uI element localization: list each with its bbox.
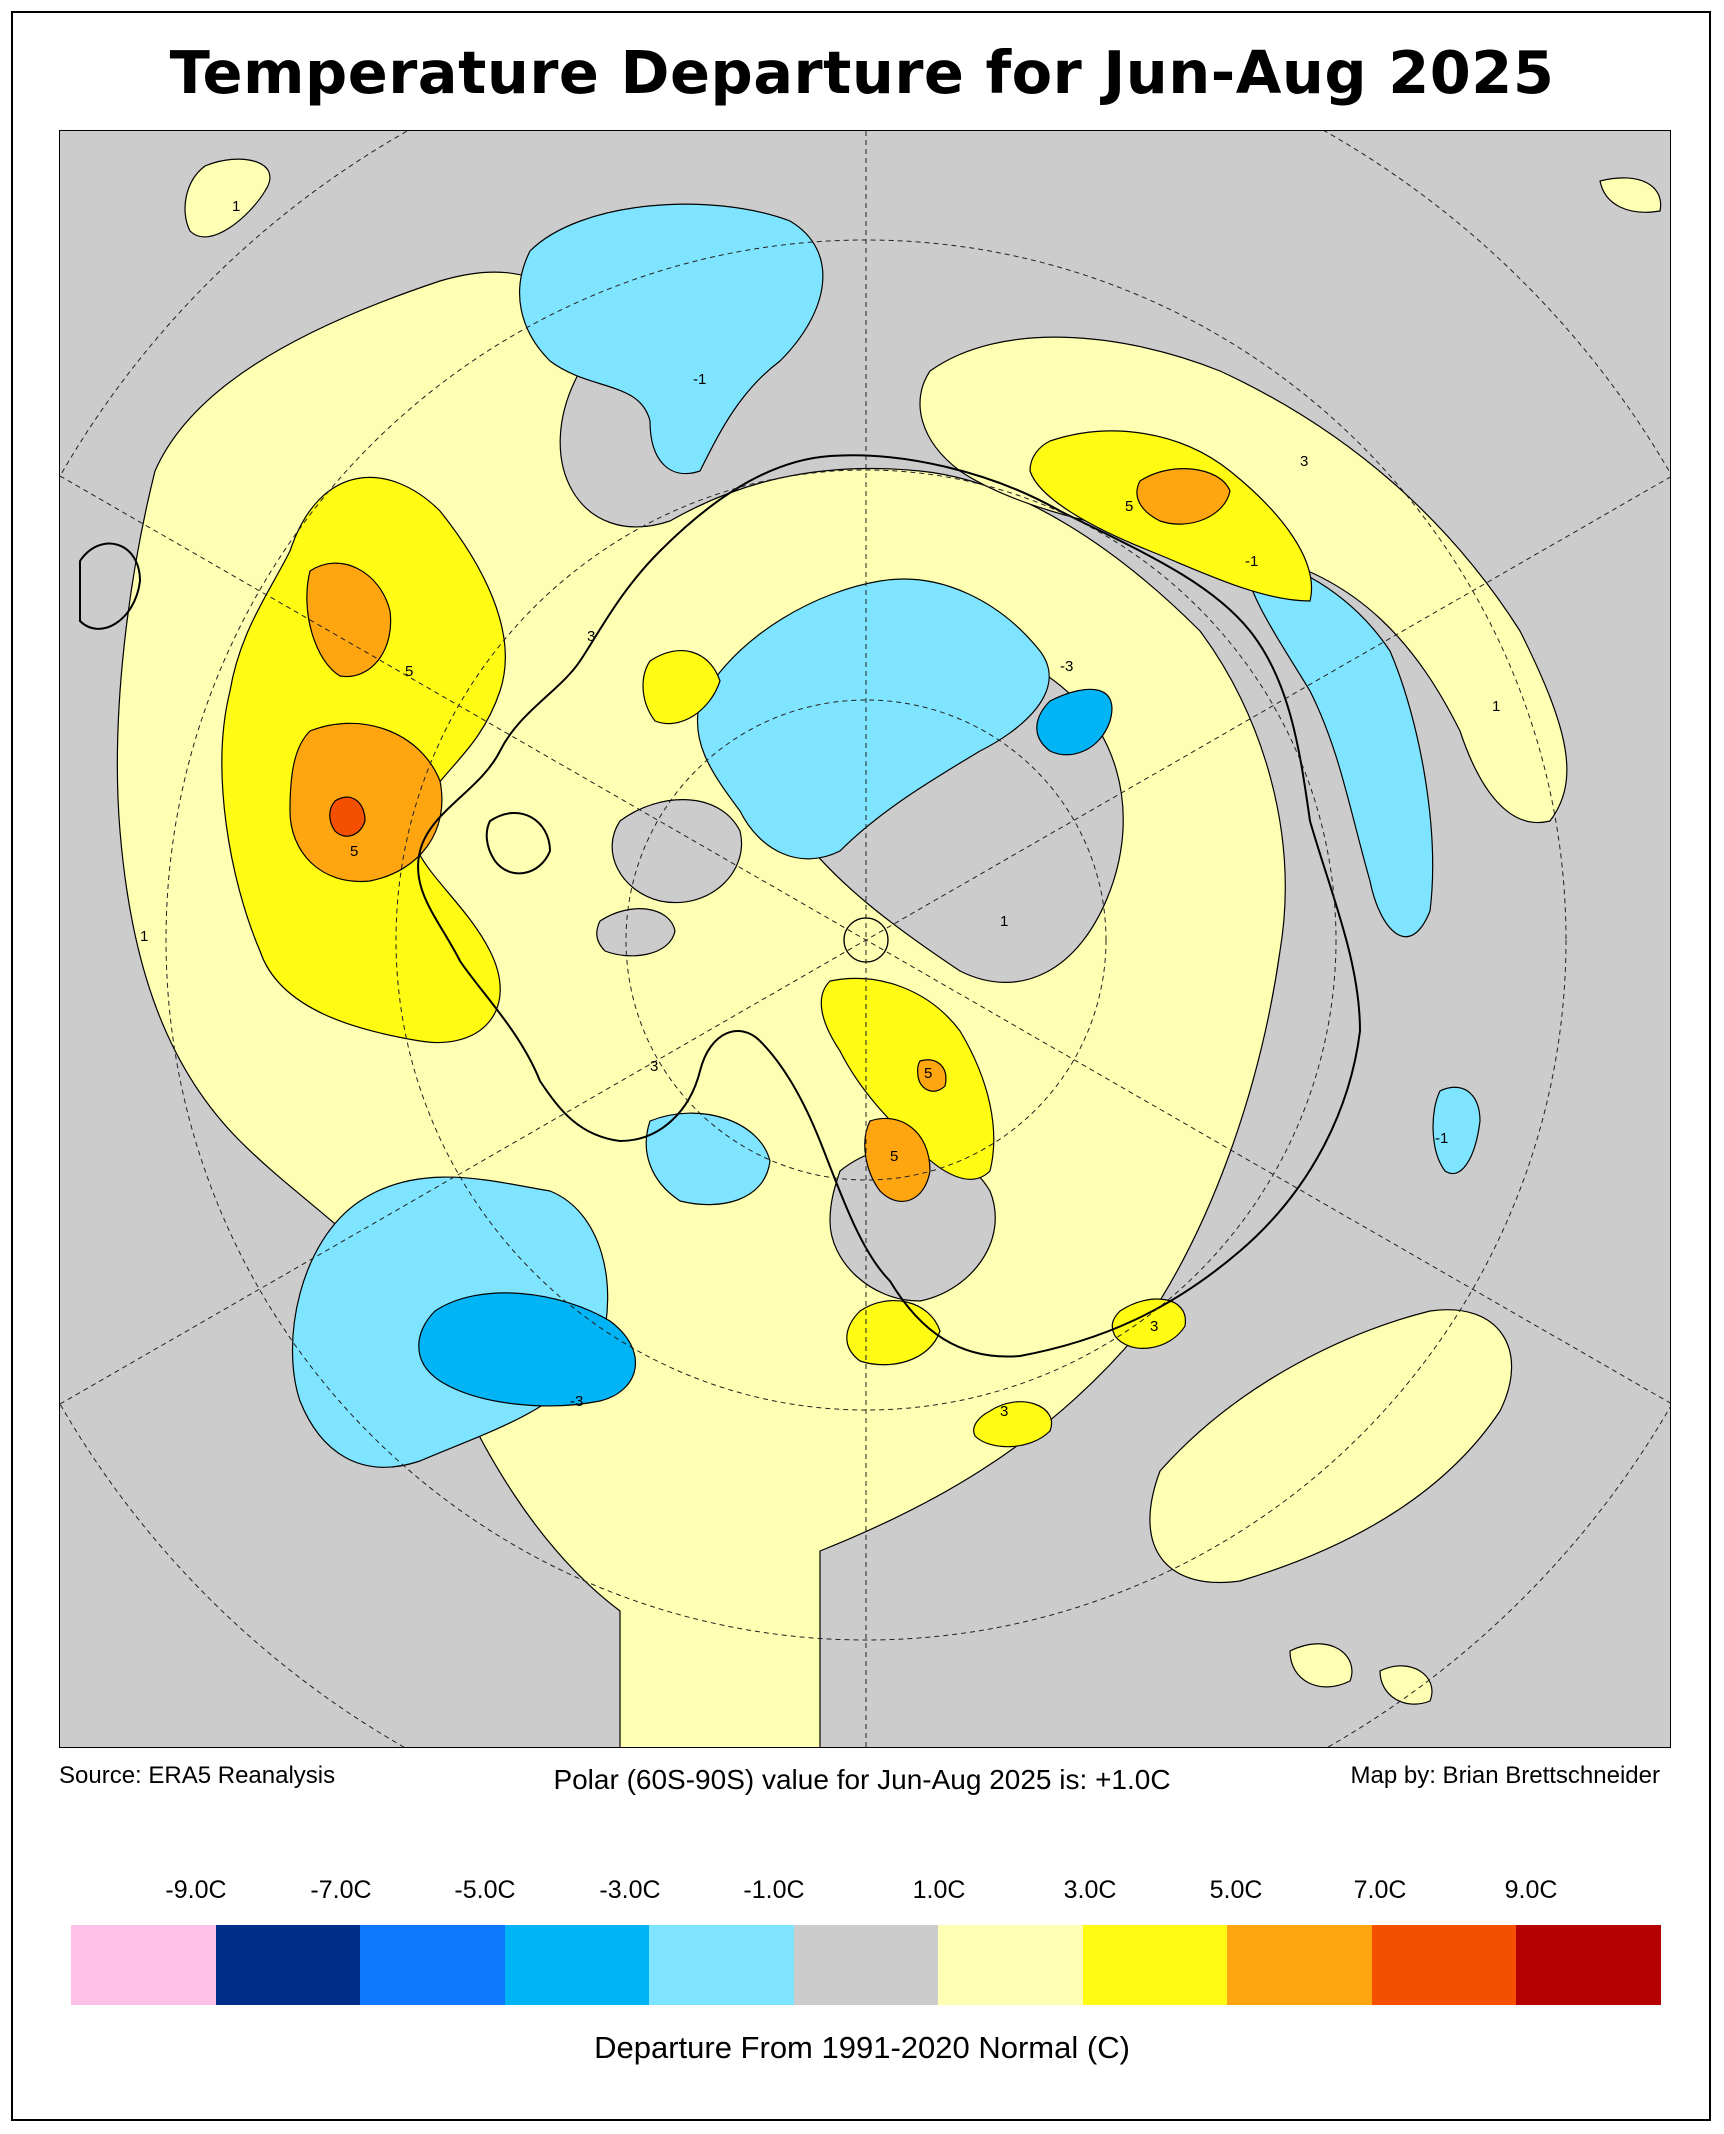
anomaly-plus7-regions bbox=[329, 796, 366, 837]
legend-tick-labels: -9.0C -7.0C -5.0C -3.0C -1.0C 1.0C 3.0C … bbox=[0, 1876, 1724, 1916]
legend-tick-label: -1.0C bbox=[743, 1876, 805, 1904]
legend-tick-label: 9.0C bbox=[1504, 1876, 1558, 1904]
legend-swatch bbox=[215, 1925, 361, 2005]
legend-swatch bbox=[649, 1925, 794, 2005]
anomaly-minus3-regions bbox=[418, 688, 1113, 1407]
figure-frame bbox=[11, 11, 1711, 2121]
contour-label: 1 bbox=[140, 928, 148, 945]
antarctica-coastline bbox=[79, 454, 1362, 1358]
legend-tick-label: -5.0C bbox=[454, 1876, 516, 1904]
legend-title: Departure From 1991-2020 Normal (C) bbox=[594, 2030, 1130, 2065]
legend-swatch bbox=[504, 1925, 650, 2005]
legend-swatch bbox=[1516, 1925, 1662, 2005]
contour-label: -3 bbox=[1060, 658, 1073, 675]
legend-tick-label: 3.0C bbox=[1063, 1876, 1117, 1904]
anomaly-minus1-regions bbox=[291, 203, 1481, 1468]
contour-label: 5 bbox=[405, 663, 413, 680]
anomaly-plus5-regions bbox=[289, 468, 1231, 1202]
contour-label: 3 bbox=[1000, 1403, 1008, 1420]
legend-tick-label: 5.0C bbox=[1209, 1876, 1263, 1904]
legend-color-bar bbox=[71, 1925, 1662, 2005]
contour-label: 5 bbox=[1125, 498, 1133, 515]
contour-label: 1 bbox=[1000, 913, 1008, 930]
contour-label: -1 bbox=[1435, 1130, 1448, 1147]
contour-label: 1 bbox=[232, 198, 240, 215]
contour-label: -1 bbox=[1245, 553, 1258, 570]
contour-label: -3 bbox=[570, 1393, 583, 1410]
contour-label: 5 bbox=[890, 1148, 898, 1165]
contour-label: 3 bbox=[650, 1058, 658, 1075]
contour-label: 3 bbox=[1150, 1318, 1158, 1335]
legend-swatch bbox=[71, 1925, 216, 2005]
legend-swatch bbox=[1082, 1925, 1228, 2005]
contour-label: 5 bbox=[350, 843, 358, 860]
legend-tick-label: -3.0C bbox=[599, 1876, 661, 1904]
legend-tick-label: 7.0C bbox=[1353, 1876, 1407, 1904]
legend-tick-label: 1.0C bbox=[912, 1876, 966, 1904]
legend-tick-label: -9.0C bbox=[165, 1876, 227, 1904]
legend-swatch bbox=[1227, 1925, 1372, 2005]
legend-tick-label: -7.0C bbox=[310, 1876, 372, 1904]
map-title: Temperature Departure for Jun-Aug 2025 bbox=[169, 38, 1555, 107]
contour-label: 3 bbox=[1300, 453, 1308, 470]
graticule bbox=[60, 131, 1670, 1747]
contour-label: 1 bbox=[1492, 698, 1500, 715]
contour-label: 5 bbox=[924, 1065, 932, 1082]
legend-swatch bbox=[1371, 1925, 1517, 2005]
polar-value-text: Polar (60S-90S) value for Jun-Aug 2025 i… bbox=[553, 1764, 1171, 1795]
legend-swatch bbox=[360, 1925, 505, 2005]
legend-swatch bbox=[938, 1925, 1083, 2005]
legend-swatch bbox=[793, 1925, 939, 2005]
source-text: Source: ERA5 Reanalysis bbox=[59, 1762, 336, 1789]
contour-label: -1 bbox=[693, 371, 706, 388]
south-pole-marker bbox=[843, 917, 889, 963]
contour-label: 3 bbox=[587, 628, 595, 645]
polar-map: 1 -1 5 3 -3 -1 5 3 1 -1 5 5 3 3 -3 5 3 1… bbox=[59, 130, 1671, 1748]
contour-labels: 1 -1 5 3 -3 -1 5 3 1 -1 5 5 3 3 -3 5 3 1… bbox=[140, 198, 1500, 1420]
credit-text: Map by: Brian Brettschneider bbox=[1350, 1762, 1660, 1789]
